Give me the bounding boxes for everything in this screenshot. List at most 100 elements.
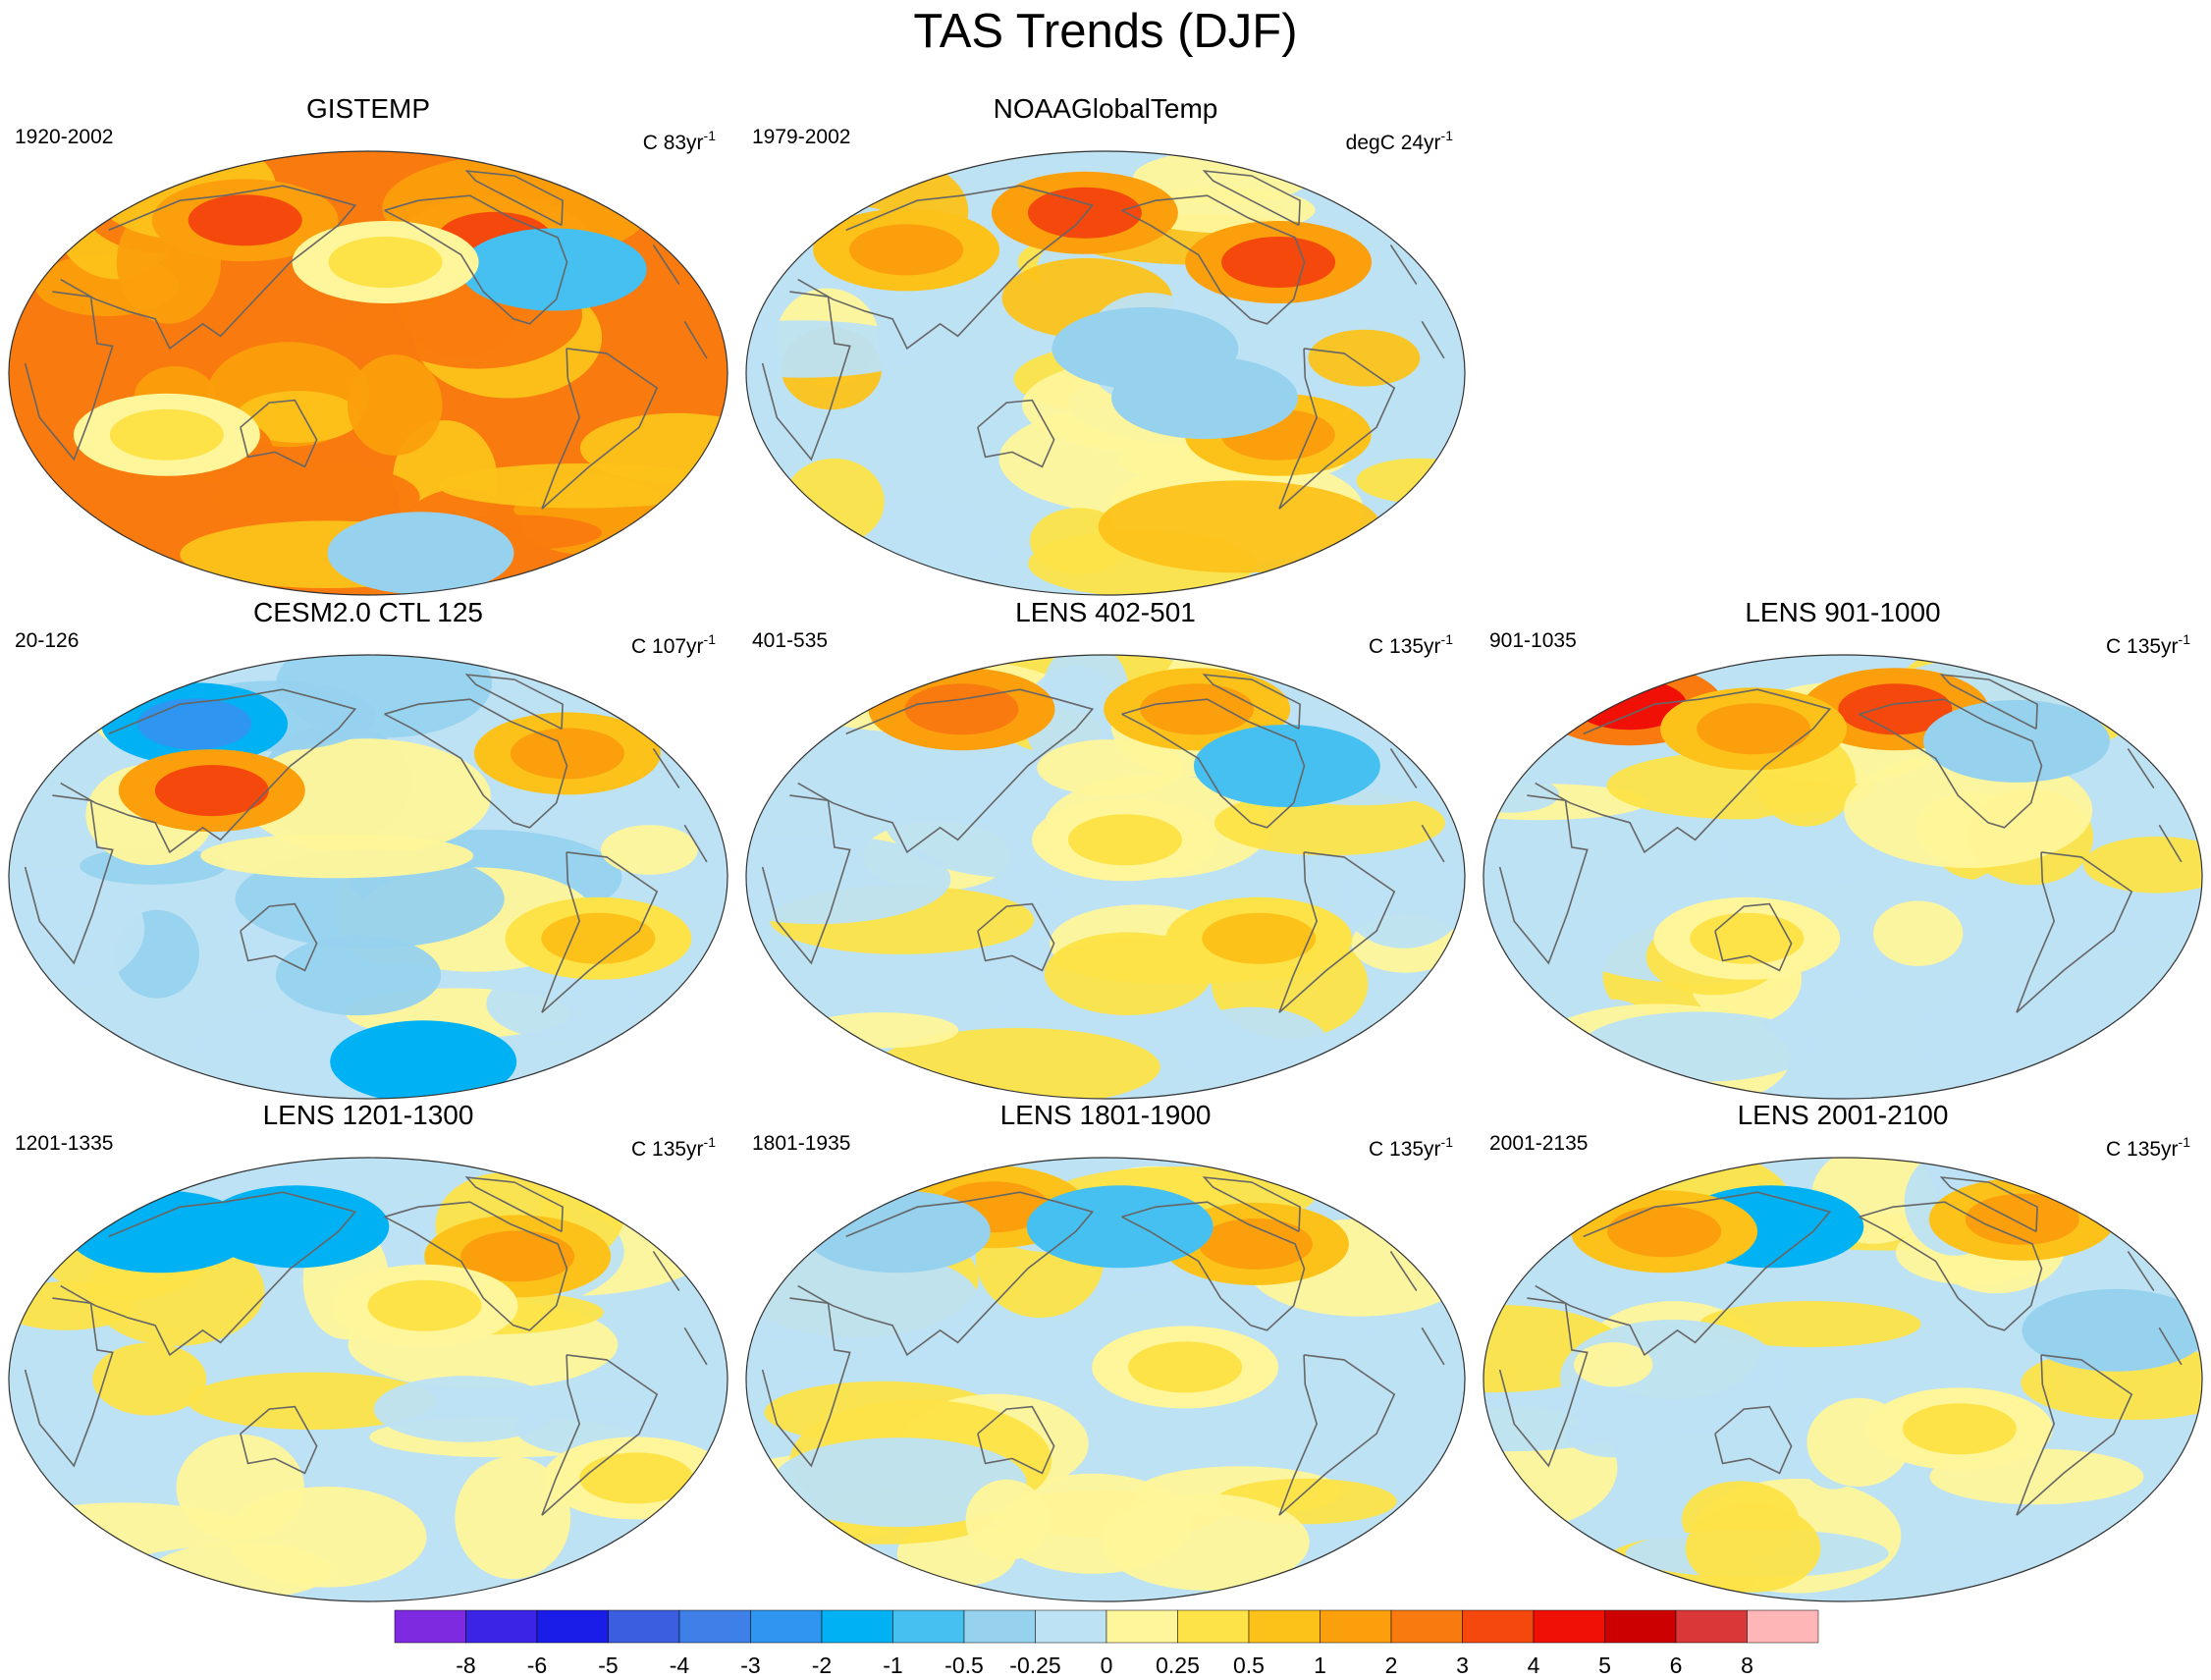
panel-period: 1920-2002 [15,126,114,148]
coastline [24,794,708,965]
panel-period: 1801-1935 [752,1132,851,1155]
coastline [240,1405,318,1475]
panel-title: LENS 1201-1300 [262,1100,474,1130]
panel-period: 901-1035 [1489,629,1577,652]
panel-units: C 135yr-1 [631,1127,716,1165]
trend-patch [2083,837,2202,894]
coastline [1121,698,1306,829]
map-panel: LENS 2001-2100 2001-2135 C 135yr-1 [1480,1100,2206,1610]
trend-patch [1213,789,1445,856]
trend-feature [102,1206,217,1258]
trend-patch [746,320,927,378]
trend-map [8,1157,728,1602]
map-border [1483,654,2203,1100]
colorbar-swatch [678,1609,751,1644]
trend-feature [1140,683,1255,735]
trend-patch [746,835,951,925]
coastline [1498,1297,2183,1468]
coastline [1121,1201,1306,1331]
coastline [1859,698,2043,829]
trend-patch [1873,900,1964,966]
trend-patch [486,967,640,1040]
panel-title: LENS 402-501 [1015,597,1196,627]
trend-patch [176,1434,304,1542]
panel-units-exponent: -1 [703,128,716,143]
trend-map [745,1157,1466,1602]
trend-feature [579,1452,694,1504]
panel-units-exponent: -1 [2178,1134,2190,1150]
map-border [8,150,728,596]
colorbar-swatch [1248,1609,1321,1644]
panel-title: GISTEMP [305,93,430,124]
map-panel: NOAAGlobalTemp 1979-2002 degC 24yr-1 [742,93,1469,604]
panel-period: 401-535 [752,629,829,652]
trend-feature [849,224,964,276]
panel-units-text: C 135yr [2106,635,2179,658]
panel-units: C 83yr-1 [643,121,716,158]
coastline [541,1354,659,1516]
panel-units: C 135yr-1 [2106,624,2190,662]
panel-title: LENS 901-1000 [1745,597,1941,627]
map-panel: GISTEMP 1920-2002 C 83yr-1 [5,93,731,604]
trend-patch [373,1376,558,1442]
colorbar-swatch [1747,1609,1819,1644]
trend-map [1483,1157,2203,1602]
coastline [761,794,1445,965]
trend-feature [839,1206,954,1258]
panel-period: 1979-2002 [752,126,851,148]
panel-period: 2001-2135 [1489,1132,1589,1155]
trend-map [8,654,728,1100]
trend-patch [187,1372,437,1430]
coastline [384,698,568,829]
panel-period: 20-126 [15,629,80,652]
trend-feature [904,683,1019,735]
coastline [1714,1405,1793,1475]
trend-patch [221,463,420,530]
coastline [1859,1201,2043,1331]
trend-feature [366,1036,481,1088]
panel-units-exponent: -1 [1440,631,1453,647]
figure-title: TAS Trends (DJF) [913,5,1298,58]
coastline [24,291,708,461]
coastline [2016,1354,2133,1516]
trend-feature [1902,1403,2017,1455]
panel-period: 1201-1335 [15,1132,114,1155]
trend-feature [1221,237,1336,288]
panel-units-exponent: -1 [703,1134,716,1150]
trend-patch [151,1543,332,1599]
coastline [464,170,564,227]
coastline [60,1191,680,1357]
trend-patch [1308,329,1421,387]
coastline [797,1191,1418,1357]
colorbar-label: 0 [1101,1653,1113,1678]
trend-feature [367,1279,482,1331]
colorbar-swatch [750,1609,823,1644]
coastline [761,1297,1445,1468]
panel-units: C 135yr-1 [1369,624,1453,662]
coastline [977,1405,1055,1475]
trend-feature [510,728,624,780]
trend-feature [541,912,656,964]
trend-patch [783,458,885,545]
trend-feature [1229,740,1344,791]
trend-feature [188,194,302,246]
trend-patch [242,738,491,855]
trend-feature [2058,1304,2173,1356]
panel-units: degC 24yr-1 [1346,121,1453,158]
colorbar-label: 2 [1385,1653,1398,1678]
map-border [1483,1157,2203,1602]
colorbar-label: -0.25 [1009,1653,1060,1678]
trend-patch [1098,480,1381,573]
colorbar-swatch [1177,1609,1250,1644]
map-border [745,654,1466,1100]
trend-feature [1838,683,1953,735]
colorbar-label: -1 [883,1653,902,1678]
coastline [2016,851,2133,1013]
panel-units-text: C 135yr [1369,1138,1441,1161]
map-panel: LENS 1201-1300 1201-1335 C 135yr-1 [5,1100,731,1610]
coastline [1535,1191,2155,1357]
colorbar-swatch [963,1609,1036,1644]
colorbar-label: -2 [812,1653,832,1678]
trend-patch [1566,1414,1667,1458]
coastline [464,674,564,731]
